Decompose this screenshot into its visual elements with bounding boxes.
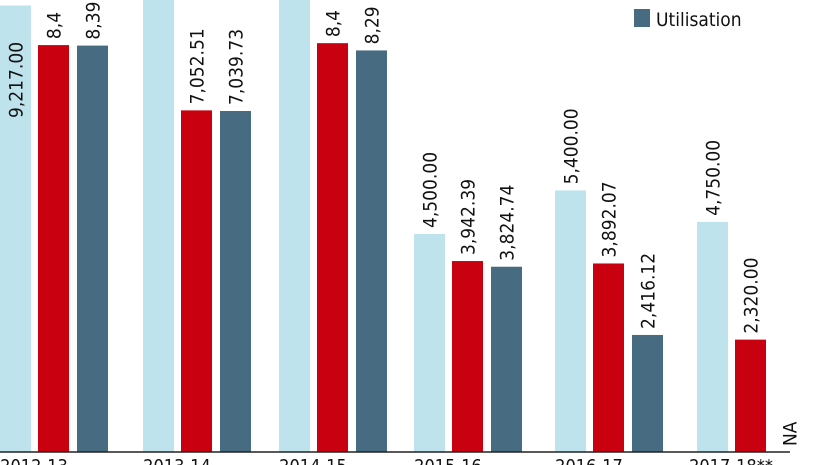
data-label: 5,400.00 [561, 108, 583, 184]
data-label: 8,4 [44, 12, 66, 39]
category-label: 2017-18** [689, 456, 773, 465]
category-label: 2013-14 [143, 456, 211, 465]
data-label: 2,320.00 [741, 258, 763, 334]
bar [220, 110, 251, 452]
data-label: 8,4 [323, 10, 345, 37]
bars [0, 0, 766, 453]
data-label: 4,750.00 [703, 140, 725, 216]
bar [38, 45, 69, 452]
bar [279, 0, 310, 452]
data-label: 8,29 [362, 6, 384, 44]
bar [697, 221, 728, 452]
category-label: 2014-15 [279, 456, 347, 465]
bar [491, 266, 522, 452]
data-label: 9,217.00 [6, 42, 28, 118]
data-label: 8,39 [83, 2, 105, 40]
data-label: NA [780, 421, 802, 446]
category-label: 2012-13 [0, 456, 68, 465]
category-label: 2015-16 [414, 456, 482, 465]
category-labels: 2012-13 2013-14 2014-15 2015-16 2016-17 2017-… [0, 456, 773, 465]
data-label: 4,500.00 [420, 152, 442, 228]
data-label: 3,824.74 [497, 185, 519, 261]
bar [356, 50, 387, 452]
legend-swatch-utilisation [634, 9, 650, 27]
bar [555, 190, 586, 452]
legend-label-utilisation: Utilisation [656, 9, 742, 31]
data-label: 2,416.12 [638, 253, 660, 329]
bar [317, 43, 348, 452]
category-label: 2016-17 [555, 456, 623, 465]
bar [735, 339, 766, 452]
bar [77, 45, 108, 452]
legend: Utilisation [634, 9, 742, 31]
data-label: 7,052.51 [187, 28, 209, 104]
bar [593, 263, 624, 452]
data-label: 7,039.73 [226, 29, 248, 105]
bar [143, 0, 174, 452]
data-labels: 9,217.008,48,399,954.7,052.517,039.739,9… [6, 2, 802, 446]
data-label: 3,942.39 [458, 179, 480, 255]
data-label: 3,892.07 [599, 181, 621, 257]
bar [0, 5, 31, 452]
bar [414, 234, 445, 452]
bar [452, 261, 483, 452]
bar [181, 110, 212, 453]
bar [632, 334, 663, 452]
